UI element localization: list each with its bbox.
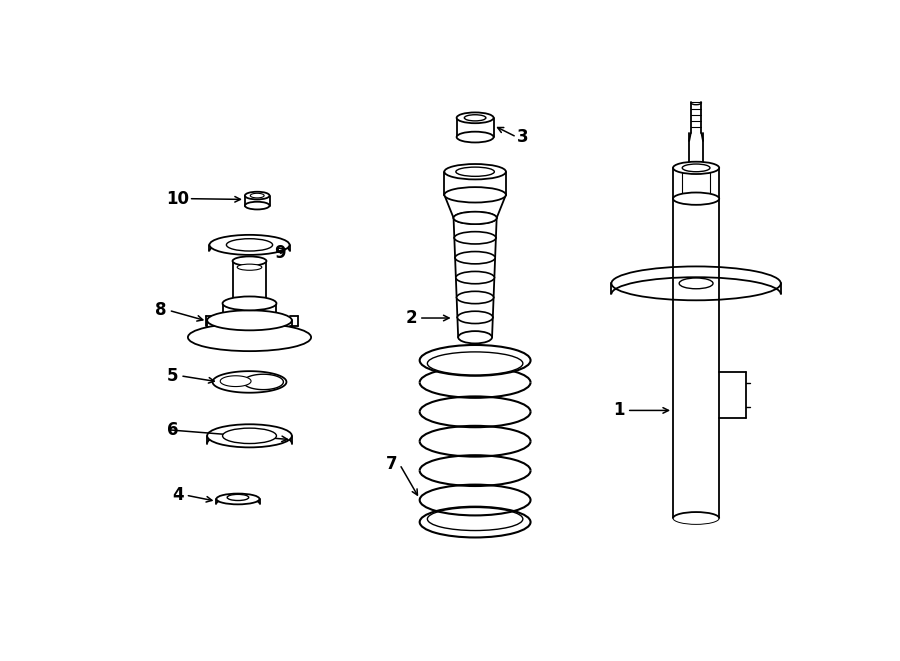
Polygon shape — [220, 375, 251, 387]
Ellipse shape — [250, 193, 264, 198]
Text: 1: 1 — [614, 401, 625, 420]
Ellipse shape — [227, 239, 273, 251]
Ellipse shape — [454, 212, 497, 224]
Ellipse shape — [611, 266, 781, 300]
Ellipse shape — [454, 212, 497, 224]
Ellipse shape — [682, 164, 710, 172]
Ellipse shape — [238, 264, 262, 270]
Ellipse shape — [216, 494, 259, 504]
Ellipse shape — [222, 428, 276, 444]
Polygon shape — [243, 374, 284, 389]
Ellipse shape — [454, 231, 496, 244]
Ellipse shape — [456, 112, 493, 123]
Ellipse shape — [456, 272, 494, 284]
Text: 7: 7 — [386, 455, 398, 473]
Text: 6: 6 — [166, 420, 178, 439]
Ellipse shape — [245, 202, 269, 210]
Ellipse shape — [680, 278, 713, 289]
Ellipse shape — [245, 192, 269, 200]
Ellipse shape — [428, 352, 523, 375]
Ellipse shape — [455, 252, 495, 264]
Polygon shape — [212, 371, 286, 393]
Text: 2: 2 — [405, 309, 417, 327]
Text: 4: 4 — [172, 486, 184, 504]
Ellipse shape — [457, 311, 493, 323]
Ellipse shape — [419, 507, 530, 537]
Text: 3: 3 — [517, 128, 528, 146]
Ellipse shape — [232, 256, 266, 266]
Ellipse shape — [464, 115, 486, 121]
Ellipse shape — [456, 167, 494, 176]
Text: 10: 10 — [166, 190, 189, 208]
Ellipse shape — [419, 345, 530, 375]
Ellipse shape — [456, 292, 493, 303]
Ellipse shape — [445, 187, 506, 202]
Ellipse shape — [673, 192, 719, 205]
Ellipse shape — [673, 162, 719, 174]
Ellipse shape — [458, 331, 492, 344]
Ellipse shape — [210, 235, 290, 255]
Text: 5: 5 — [166, 367, 178, 385]
Ellipse shape — [227, 494, 248, 500]
Text: 9: 9 — [274, 243, 286, 262]
Ellipse shape — [445, 164, 506, 179]
Ellipse shape — [428, 508, 523, 531]
Ellipse shape — [207, 424, 292, 447]
Ellipse shape — [188, 323, 311, 351]
Ellipse shape — [456, 132, 493, 143]
Ellipse shape — [207, 310, 292, 330]
Text: 8: 8 — [155, 301, 166, 319]
Ellipse shape — [222, 297, 276, 310]
